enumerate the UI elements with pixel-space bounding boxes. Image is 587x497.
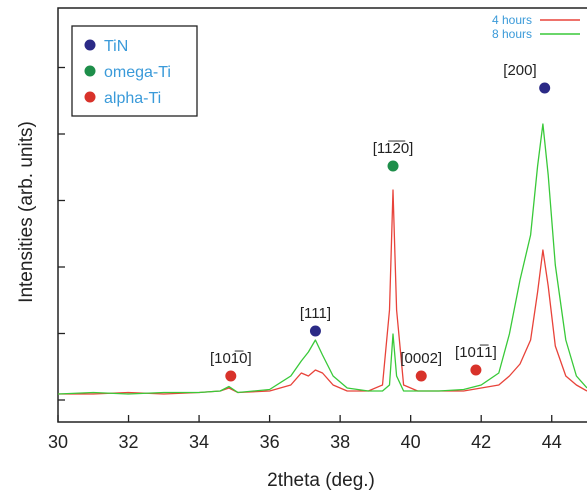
x-tick-label: 44: [542, 432, 562, 452]
peak-label: [111]: [300, 305, 331, 322]
x-tick-label: 32: [119, 432, 139, 452]
legend-dot-alpha-ti: [84, 91, 96, 103]
peak-label: [200]: [503, 62, 536, 79]
legend-label-omega-ti: omega-Ti: [104, 64, 171, 81]
line-legend-label: 4 hours: [492, 13, 532, 27]
legend-dot-omega-ti: [84, 65, 96, 77]
legend-label-alpha-ti: alpha-Ti: [104, 90, 161, 107]
line-legend-label: 8 hours: [492, 27, 532, 41]
y-axis-label: Intensities (arb. units): [16, 121, 37, 303]
marker-alpha-ti: [225, 370, 237, 382]
peak-label: [101̅1]: [455, 344, 497, 361]
series-line-2: [57, 123, 587, 395]
x-tick-label: 42: [471, 432, 491, 452]
x-axis-label: 2theta (deg.): [267, 470, 375, 491]
x-tick-label: 36: [260, 432, 280, 452]
x-axis: 30 32 34 36 38 40 42 44: [48, 415, 562, 452]
phase-markers: [111] [11̅2̅0] [101̅0] [0002] [101̅1] [200]: [210, 62, 551, 382]
marker-tin: [309, 325, 321, 337]
legend-dot-tin: [84, 39, 96, 51]
peak-label: [101̅0]: [210, 350, 252, 367]
legend-label-tin: TiN: [104, 38, 128, 55]
marker-omega-ti: [387, 160, 399, 172]
marker-alpha-ti: [470, 364, 482, 376]
x-tick-label: 38: [330, 432, 350, 452]
phase-legend: TiN omega-Ti alpha-Ti: [71, 25, 198, 117]
x-tick-label: 34: [189, 432, 209, 452]
plot-frame: [57, 7, 587, 423]
peak-label: [0002]: [400, 350, 442, 367]
x-tick-label: 30: [48, 432, 68, 452]
y-axis-ticks: [58, 66, 65, 401]
series-lines: [57, 123, 587, 395]
marker-alpha-ti: [415, 370, 427, 382]
series-line-1: [58, 189, 587, 395]
x-tick-label: 40: [401, 432, 421, 452]
peak-label: [11̅2̅0]: [373, 140, 414, 157]
marker-tin: [539, 82, 551, 94]
